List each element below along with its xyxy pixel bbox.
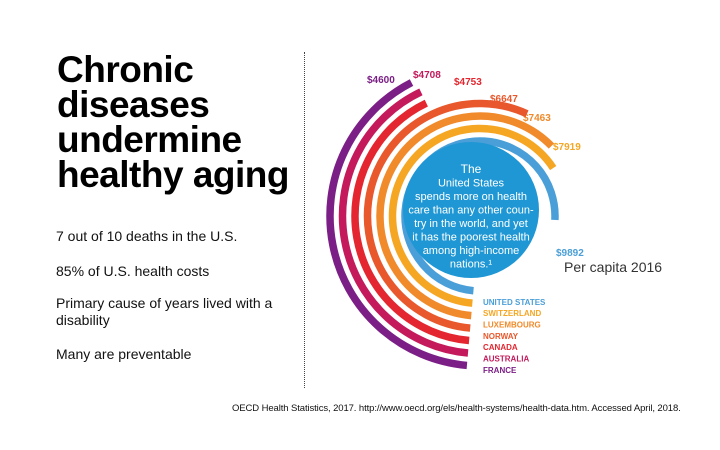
value-label: $4753 [454,77,482,88]
dotted-divider [304,52,305,388]
fact-preventable: Many are preventable [56,346,192,362]
title-line: Chronic [57,49,194,90]
country-label: CANADA [483,343,518,352]
country-label: SWITZERLAND [483,309,541,318]
country-label: FRANCE [483,366,517,375]
value-label: $4708 [413,70,441,81]
title-line: healthy aging [57,154,289,195]
page-title: Chronic diseases undermine healthy aging [57,49,297,195]
fact-costs: 85% of U.S. health costs [56,263,210,279]
arc-group: $9892 UNITED STATES $7919 SWITZERLAND $7463 L… [326,70,584,375]
country-label: UNITED STATES [483,298,546,307]
center-text-line: United States [438,178,505,190]
center-text-line: spends more on health [415,191,527,203]
arc-bar-norway [363,99,529,332]
fact-deaths: 7 out of 10 deaths in the U.S. [56,228,238,244]
value-label: $4600 [367,75,395,86]
center-text-line: The [461,162,482,176]
center-text-line: care than any other coun- [408,205,534,217]
center-circle [403,142,539,278]
value-label: $9892 [556,248,584,259]
fact-disability: Primary cause of years lived with a disa… [56,295,273,328]
arc-bar-luxembourg [376,112,555,320]
country-label: AUSTRALIA [483,355,529,364]
center-text-line: it has the poorest health [412,232,529,244]
title-line: undermine [57,119,242,160]
arc-bar-canada [351,99,470,345]
title-line: diseases [57,84,210,125]
arc-bar-france [326,79,468,370]
value-label: $6647 [490,94,518,105]
value-label: $7919 [553,142,581,153]
country-label: LUXEMBOURG [483,320,541,329]
arc-bar-switzerland [388,124,557,307]
center-text-line: among high-income [423,245,520,257]
center-text-line: nations.¹ [450,259,493,271]
country-label: NORWAY [483,332,519,341]
arc-bar-australia [338,88,469,357]
value-label: $7463 [523,113,551,124]
center-text-line: try in the world, and yet [414,218,528,230]
per-capita-label: Per capita 2016 [564,259,663,275]
source-citation: OECD Health Statistics, 2017. http://www… [232,403,681,414]
